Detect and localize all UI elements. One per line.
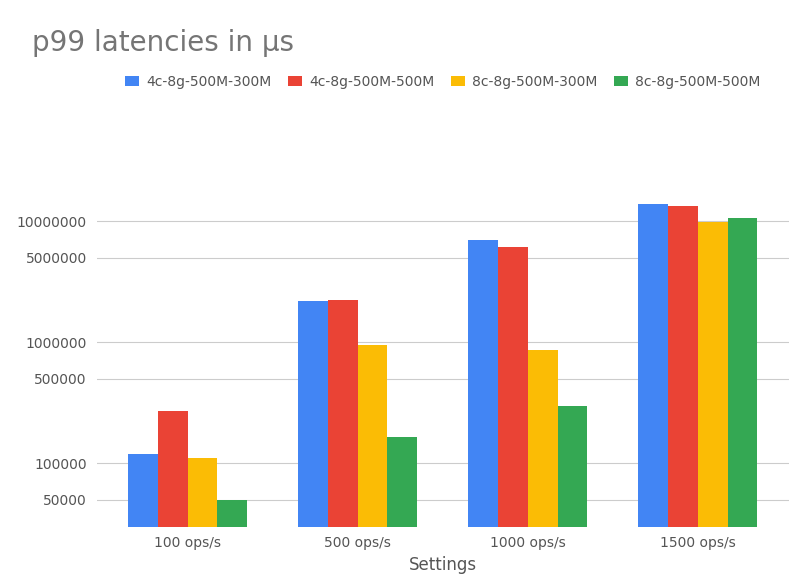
Bar [328,300,357,585]
Bar [698,222,728,585]
Bar [469,240,498,585]
Text: p99 latencies in μs: p99 latencies in μs [32,29,294,57]
Bar [528,350,558,585]
Bar [298,301,328,585]
Bar [668,206,698,585]
X-axis label: Settings: Settings [409,556,477,574]
Bar [357,345,387,585]
Bar [188,458,217,585]
Legend: 4c-8g-500M-300M, 4c-8g-500M-500M, 8c-8g-500M-300M, 8c-8g-500M-500M: 4c-8g-500M-300M, 4c-8g-500M-500M, 8c-8g-… [120,69,766,94]
Bar [498,247,528,585]
Bar [158,411,188,585]
Bar [558,405,588,585]
Bar [128,454,158,585]
Bar [387,437,417,585]
Bar [728,218,758,585]
Bar [217,500,247,585]
Bar [638,204,668,585]
